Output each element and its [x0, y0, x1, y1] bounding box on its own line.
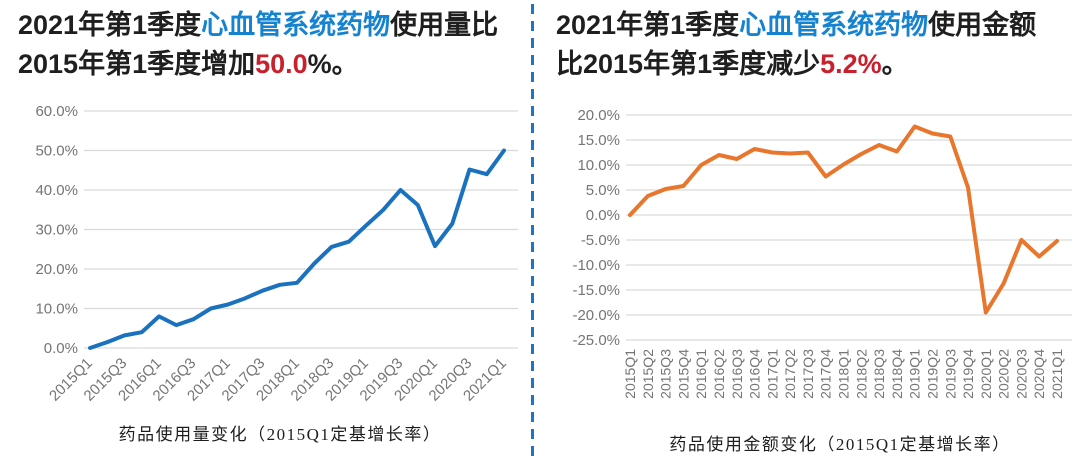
- title-segment-default: 使用金额: [928, 10, 1037, 40]
- x-tick-label: 2016Q4: [747, 349, 763, 399]
- line-series: [88, 148, 506, 350]
- x-tick-label: 2016Q1: [693, 349, 709, 399]
- y-tick-label: 10.0%: [35, 301, 78, 318]
- volume-chart-title: 2021年第1季度心血管系统药物使用量比 2015年第1季度增加50.0%。: [18, 6, 498, 84]
- title-segment-blue: 心血管系统药物: [739, 10, 929, 40]
- x-tick-label: 2015Q3: [658, 349, 674, 399]
- y-axis-tick-labels: 20.0% 15.0% 10.0% 5.0% 0.0% -5.0% -10.0% -15.0%…: [572, 107, 620, 349]
- y-tick-label: 0.0%: [586, 207, 620, 224]
- x-tick-label: 2016Q2: [711, 349, 727, 399]
- volume-title-line-1: 2021年第1季度心血管系统药物使用量比: [18, 6, 498, 45]
- title-segment-default: 使用量比: [390, 10, 499, 40]
- volume-title-line-2: 2015年第1季度增加50.0%。: [18, 45, 498, 84]
- volume-panel: 2021年第1季度心血管系统药物使用量比 2015年第1季度增加50.0%。 6…: [0, 0, 530, 462]
- y-tick-label: 20.0%: [577, 107, 620, 124]
- volume-line-chart: 60.0% 50.0% 40.0% 30.0% 20.0% 10.0% 0.0%2015Q1…: [35, 103, 518, 405]
- amount-title-line-1: 2021年第1季度心血管系统药物使用金额: [556, 6, 1036, 45]
- x-tick-label: 2020Q2: [996, 349, 1012, 399]
- y-tick-label: 40.0%: [35, 182, 78, 199]
- title-segment-red: 5.2%: [820, 49, 882, 79]
- x-tick-label: 2018Q3: [871, 349, 887, 399]
- x-axis-tick-labels: 2015Q1 2015Q2 2015Q3 2015Q4 2016Q1 2016Q2 2016…: [622, 349, 1065, 399]
- x-tick-label: 2020Q3: [1013, 349, 1029, 399]
- title-segment-blue: 心血管系统药物: [201, 10, 391, 40]
- x-tick-label: 2018Q2: [853, 349, 869, 399]
- x-tick-label: 2021Q1: [1049, 349, 1065, 399]
- y-tick-label: -15.0%: [572, 282, 620, 299]
- y-tick-label: -20.0%: [572, 307, 620, 324]
- y-tick-label: 20.0%: [35, 261, 78, 278]
- x-tick-label: 2019Q4: [960, 349, 976, 399]
- amount-line-chart: 20.0% 15.0% 10.0% 5.0% 0.0% -5.0% -10.0% -15.0%…: [572, 107, 1072, 399]
- amount-chart-title: 2021年第1季度心血管系统药物使用金额 比2015年第1季度减少5.2%。: [556, 6, 1036, 84]
- x-tick-label: 2018Q1: [836, 349, 852, 399]
- x-tick-label: 2017Q4: [818, 349, 834, 399]
- x-tick-label: 2019Q3: [942, 349, 958, 399]
- line-series: [628, 124, 1059, 315]
- x-tick-label: 2015Q4: [675, 349, 691, 399]
- title-segment-default: 。: [881, 49, 909, 79]
- y-tick-label: 0.0%: [44, 340, 78, 357]
- y-tick-label: 10.0%: [577, 157, 620, 174]
- gridlines: [84, 110, 518, 349]
- x-tick-label: 2017Q1: [764, 349, 780, 399]
- x-tick-label: 2017Q3: [800, 349, 816, 399]
- y-tick-label: 15.0%: [577, 132, 620, 149]
- x-tick-label: 2016Q3: [729, 349, 745, 399]
- x-tick-label: 2019Q2: [924, 349, 940, 399]
- x-tick-label: 2017Q2: [782, 349, 798, 399]
- amount-chart-caption: 药品使用金额变化（2015Q1定基增长率）: [669, 435, 1011, 454]
- y-tick-label: -5.0%: [581, 232, 620, 249]
- title-segment-default: %。: [307, 49, 359, 79]
- panel-divider-dashed-line: [531, 4, 534, 456]
- title-segment-default: 2021年第1季度: [18, 10, 202, 40]
- y-tick-label: 50.0%: [35, 143, 78, 160]
- x-tick-label: 2019Q1: [907, 349, 923, 399]
- x-tick-label: 2020Q1: [978, 349, 994, 399]
- gridlines: [626, 114, 1072, 341]
- title-segment-default: 比2015年第1季度减少: [556, 49, 821, 79]
- title-segment-default: 2015年第1季度增加: [18, 49, 256, 79]
- x-tick-label: 2018Q4: [889, 349, 905, 399]
- amount-title-line-2: 比2015年第1季度减少5.2%。: [556, 45, 1036, 84]
- y-tick-label: 30.0%: [35, 222, 78, 239]
- y-tick-label: -10.0%: [572, 257, 620, 274]
- y-tick-label: 5.0%: [586, 182, 620, 199]
- x-axis-tick-labels: 2015Q12015Q32016Q12016Q32017Q12017Q32018…: [46, 355, 510, 405]
- title-segment-red: 50.0: [255, 49, 308, 79]
- volume-chart-caption: 药品使用量变化（2015Q1定基增长率）: [118, 425, 442, 444]
- title-segment-default: 2021年第1季度: [556, 10, 740, 40]
- x-tick-label: 2015Q2: [640, 349, 656, 399]
- y-tick-label: -25.0%: [572, 332, 620, 349]
- y-tick-label: 60.0%: [35, 103, 78, 120]
- x-tick-label: 2020Q4: [1031, 349, 1047, 399]
- x-tick-label: 2015Q1: [622, 349, 638, 399]
- y-axis-tick-labels: 60.0% 50.0% 40.0% 30.0% 20.0% 10.0% 0.0%: [35, 103, 78, 357]
- amount-panel: 2021年第1季度心血管系统药物使用金额 比2015年第1季度减少5.2%。 2…: [540, 0, 1080, 462]
